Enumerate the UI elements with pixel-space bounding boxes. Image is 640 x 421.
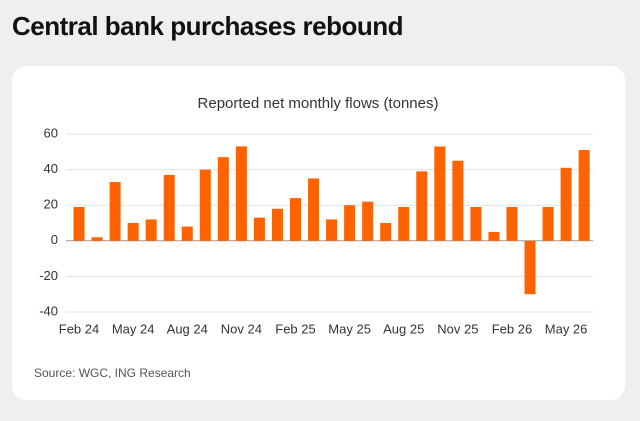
bar [253, 217, 265, 241]
bar [344, 205, 356, 241]
bar [290, 198, 301, 241]
bar [181, 226, 193, 241]
bar [434, 146, 446, 241]
x-tick-label: Feb 25 [275, 321, 315, 336]
bar [217, 157, 229, 241]
bar [73, 206, 85, 241]
x-tick-label: Aug 25 [383, 321, 424, 336]
bar [416, 171, 428, 241]
x-tick-label: May 24 [112, 321, 155, 336]
bar [452, 160, 464, 241]
bar [362, 201, 374, 241]
bar [163, 174, 175, 241]
x-tick-label: May 25 [328, 321, 371, 336]
bar [560, 167, 572, 241]
bar [109, 182, 121, 241]
x-tick-label: Feb 26 [492, 321, 532, 336]
bar [398, 206, 410, 241]
source: Source: WGC, ING Research [34, 366, 191, 380]
x-tick-label: Nov 24 [221, 321, 262, 336]
bar [488, 231, 500, 241]
x-tick-label: May 26 [545, 321, 588, 336]
y-tick-label: 60 [44, 125, 58, 140]
bar [199, 169, 211, 241]
bar [127, 223, 139, 241]
y-tick-label: -40 [39, 303, 58, 318]
bar [506, 206, 518, 241]
bar [578, 150, 590, 241]
bar [542, 206, 554, 241]
x-tick-label: Aug 24 [167, 321, 208, 336]
y-tick-label: 0 [51, 232, 58, 247]
bar [380, 223, 392, 241]
bar [308, 178, 320, 241]
bar [91, 237, 103, 241]
bar [470, 206, 482, 241]
chart-title: Central bank purchases rebound [12, 11, 403, 41]
x-tick-label: Nov 25 [437, 321, 478, 336]
bar [326, 219, 338, 241]
bar [524, 240, 536, 295]
bar [235, 146, 247, 241]
bar [271, 208, 283, 241]
y-tick-label: 40 [44, 161, 58, 176]
chart-subtitle: Reported net monthly flows (tonnes) [198, 95, 439, 112]
x-tick-label: Feb 24 [59, 321, 99, 336]
bar [145, 219, 157, 241]
y-tick-label: -20 [39, 268, 58, 283]
y-tick-label: 20 [44, 197, 58, 212]
